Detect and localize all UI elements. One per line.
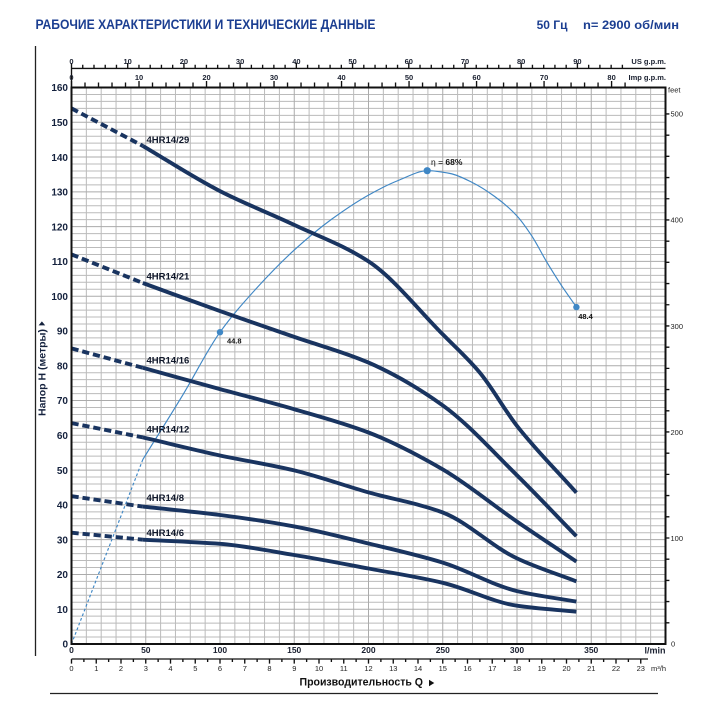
svg-text:4HR14/21: 4HR14/21 — [147, 271, 190, 282]
svg-text:η = 68%: η = 68% — [431, 157, 463, 167]
svg-text:120: 120 — [51, 222, 68, 233]
svg-text:50: 50 — [141, 645, 151, 655]
svg-text:100: 100 — [51, 292, 68, 303]
svg-text:4: 4 — [168, 664, 172, 673]
svg-text:РАБОЧИЕ ХАРАКТЕРИСТИКИ И ТЕХНИ: РАБОЧИЕ ХАРАКТЕРИСТИКИ И ТЕХНИЧЕСКИЕ ДАН… — [36, 17, 376, 32]
svg-text:m³/h: m³/h — [651, 664, 666, 673]
svg-text:0: 0 — [69, 664, 73, 673]
svg-text:350: 350 — [584, 645, 598, 655]
svg-text:80: 80 — [607, 73, 615, 82]
svg-text:0: 0 — [69, 645, 74, 655]
svg-text:12: 12 — [364, 664, 372, 673]
svg-text:200: 200 — [361, 645, 375, 655]
svg-text:30: 30 — [57, 535, 69, 546]
svg-text:130: 130 — [51, 188, 68, 199]
svg-text:0: 0 — [671, 640, 675, 649]
svg-text:150: 150 — [51, 118, 68, 129]
svg-text:140: 140 — [51, 153, 68, 164]
svg-text:13: 13 — [389, 664, 397, 673]
svg-text:200: 200 — [671, 428, 684, 437]
svg-text:10: 10 — [135, 73, 143, 82]
svg-text:60: 60 — [472, 73, 480, 82]
svg-text:8: 8 — [267, 664, 271, 673]
svg-text:21: 21 — [587, 664, 595, 673]
svg-text:0: 0 — [62, 640, 68, 651]
svg-text:40: 40 — [337, 73, 345, 82]
svg-text:20: 20 — [180, 57, 188, 66]
svg-text:150: 150 — [287, 645, 301, 655]
svg-text:20: 20 — [562, 664, 570, 673]
svg-text:40: 40 — [57, 501, 69, 512]
svg-text:0: 0 — [69, 57, 73, 66]
svg-text:15: 15 — [439, 664, 447, 673]
svg-text:70: 70 — [57, 396, 69, 407]
svg-text:20: 20 — [202, 73, 210, 82]
svg-text:100: 100 — [671, 534, 684, 543]
svg-text:4HR14/12: 4HR14/12 — [147, 425, 190, 436]
svg-text:14: 14 — [414, 664, 422, 673]
svg-text:110: 110 — [52, 257, 69, 268]
svg-text:Imp g.p.m.: Imp g.p.m. — [629, 73, 667, 82]
svg-text:10: 10 — [124, 57, 132, 66]
svg-text:50: 50 — [348, 57, 356, 66]
svg-text:60: 60 — [405, 57, 413, 66]
svg-text:250: 250 — [436, 645, 450, 655]
svg-text:Производительность Q: Производительность Q — [300, 677, 424, 689]
svg-text:10: 10 — [315, 664, 323, 673]
svg-text:6: 6 — [218, 664, 222, 673]
svg-text:3: 3 — [144, 664, 148, 673]
svg-text:4HR14/29: 4HR14/29 — [147, 135, 190, 146]
svg-text:90: 90 — [573, 57, 581, 66]
svg-text:Напор H (метры): Напор H (метры) — [37, 329, 49, 416]
svg-text:16: 16 — [463, 664, 471, 673]
svg-text:5: 5 — [193, 664, 197, 673]
svg-text:0: 0 — [69, 73, 73, 82]
svg-text:500: 500 — [671, 110, 684, 119]
svg-text:70: 70 — [540, 73, 548, 82]
svg-text:l/min: l/min — [644, 645, 665, 655]
svg-text:7: 7 — [243, 664, 247, 673]
svg-text:48.4: 48.4 — [578, 312, 593, 321]
svg-text:90: 90 — [57, 327, 69, 338]
svg-text:80: 80 — [517, 57, 525, 66]
svg-text:4HR14/8: 4HR14/8 — [147, 493, 185, 504]
svg-text:20: 20 — [57, 570, 69, 581]
svg-text:100: 100 — [213, 645, 227, 655]
svg-text:4HR14/16: 4HR14/16 — [147, 356, 190, 367]
svg-text:400: 400 — [671, 216, 684, 225]
svg-text:9: 9 — [292, 664, 296, 673]
svg-text:11: 11 — [340, 664, 348, 673]
svg-text:300: 300 — [510, 645, 524, 655]
svg-text:US g.p.m.: US g.p.m. — [631, 57, 666, 66]
svg-text:50: 50 — [57, 466, 69, 477]
svg-text:18: 18 — [513, 664, 521, 673]
svg-text:70: 70 — [461, 57, 469, 66]
svg-text:n= 2900 об/мин: n= 2900 об/мин — [583, 18, 679, 32]
svg-text:30: 30 — [236, 57, 244, 66]
svg-text:50: 50 — [405, 73, 413, 82]
svg-text:30: 30 — [270, 73, 278, 82]
svg-text:10: 10 — [57, 605, 69, 616]
svg-text:40: 40 — [292, 57, 300, 66]
svg-text:160: 160 — [51, 83, 68, 94]
svg-text:1: 1 — [94, 664, 98, 673]
svg-text:feet: feet — [668, 86, 681, 95]
svg-text:23: 23 — [637, 664, 645, 673]
svg-text:60: 60 — [57, 431, 69, 442]
svg-text:22: 22 — [612, 664, 620, 673]
svg-text:2: 2 — [119, 664, 123, 673]
svg-text:50 Гц: 50 Гц — [537, 18, 568, 32]
svg-text:300: 300 — [671, 322, 684, 331]
svg-text:19: 19 — [538, 664, 546, 673]
svg-text:80: 80 — [57, 361, 69, 372]
svg-text:44.8: 44.8 — [227, 337, 242, 346]
svg-text:17: 17 — [488, 664, 496, 673]
svg-text:4HR14/6: 4HR14/6 — [147, 528, 185, 539]
